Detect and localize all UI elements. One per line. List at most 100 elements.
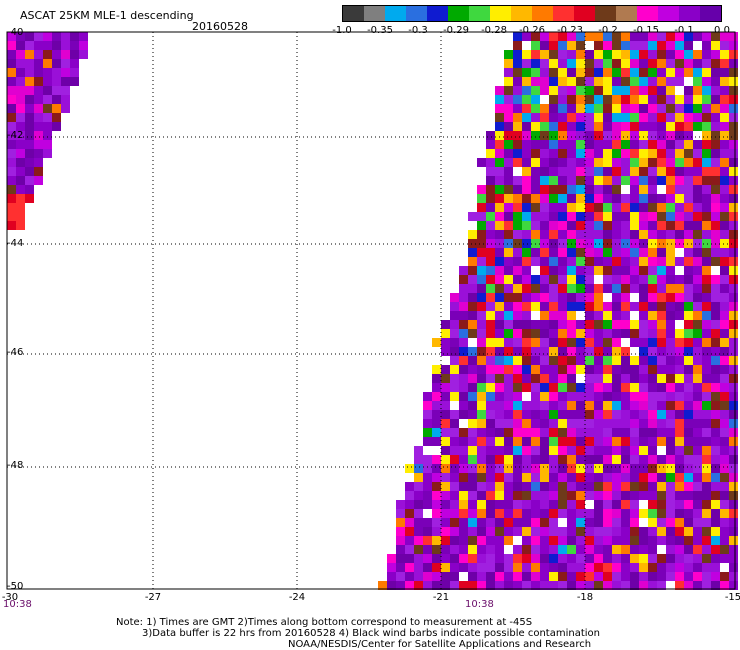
wind-cell: [486, 536, 495, 545]
wind-cell: [16, 140, 25, 149]
wind-cell: [711, 167, 720, 176]
wind-cell: [504, 77, 513, 86]
wind-cell: [477, 302, 486, 311]
wind-cell: [477, 347, 486, 356]
wind-cell: [675, 95, 684, 104]
wind-cell: [621, 32, 630, 41]
wind-cell: [693, 77, 702, 86]
wind-cell: [495, 482, 504, 491]
wind-cell: [576, 464, 585, 473]
wind-cell: [693, 563, 702, 572]
wind-cell: [531, 347, 540, 356]
wind-cell: [540, 383, 549, 392]
wind-cell: [25, 68, 34, 77]
wind-cell: [720, 428, 729, 437]
wind-cell: [684, 392, 693, 401]
wind-cell: [558, 365, 567, 374]
wind-cell: [693, 401, 702, 410]
wind-cell: [549, 347, 558, 356]
wind-cell: [585, 536, 594, 545]
wind-cell: [684, 455, 693, 464]
wind-cell: [729, 410, 738, 419]
wind-cell: [567, 41, 576, 50]
wind-cell: [657, 437, 666, 446]
wind-cell: [576, 491, 585, 500]
wind-cell: [576, 338, 585, 347]
wind-cell: [693, 293, 702, 302]
wind-cell: [612, 275, 621, 284]
colorbar-label: -0.2: [598, 25, 618, 36]
colorbar-label: -0.23: [557, 25, 583, 36]
wind-cell: [522, 230, 531, 239]
wind-cell: [513, 284, 522, 293]
wind-cell: [567, 266, 576, 275]
wind-cell: [441, 527, 450, 536]
wind-cell: [540, 59, 549, 68]
wind-cell: [693, 383, 702, 392]
wind-cell: [594, 131, 603, 140]
wind-cell: [648, 482, 657, 491]
wind-cell: [639, 455, 648, 464]
colorbar-swatch: [469, 6, 490, 21]
wind-cell: [711, 392, 720, 401]
wind-cell: [567, 356, 576, 365]
wind-cell: [702, 194, 711, 203]
wind-cell: [684, 554, 693, 563]
wind-cell: [639, 311, 648, 320]
wind-cell: [621, 536, 630, 545]
wind-cell: [630, 140, 639, 149]
wind-cell: [666, 473, 675, 482]
wind-cell: [585, 86, 594, 95]
wind-cell: [675, 410, 684, 419]
wind-cell: [594, 122, 603, 131]
wind-cell: [432, 554, 441, 563]
wind-cell: [675, 446, 684, 455]
wind-cell: [720, 491, 729, 500]
wind-cell: [378, 581, 387, 590]
wind-cell: [576, 95, 585, 104]
wind-cell: [25, 95, 34, 104]
wind-cell: [666, 32, 675, 41]
wind-cell: [513, 437, 522, 446]
wind-cell: [666, 545, 675, 554]
wind-cell: [711, 59, 720, 68]
wind-cell: [639, 446, 648, 455]
wind-cell: [540, 167, 549, 176]
wind-cell: [7, 176, 16, 185]
colorbar-label: -0.29: [443, 25, 469, 36]
wind-cell: [423, 491, 432, 500]
wind-cell: [423, 473, 432, 482]
wind-cell: [522, 185, 531, 194]
wind-cell: [621, 473, 630, 482]
wind-cell: [729, 554, 738, 563]
wind-cell: [459, 437, 468, 446]
wind-cell: [495, 392, 504, 401]
wind-cell: [513, 563, 522, 572]
wind-cell: [549, 383, 558, 392]
wind-cell: [504, 185, 513, 194]
wind-cell: [729, 68, 738, 77]
wind-cell: [495, 95, 504, 104]
wind-cell: [702, 437, 711, 446]
wind-cell: [639, 338, 648, 347]
wind-cell: [522, 68, 531, 77]
wind-cell: [468, 284, 477, 293]
wind-cell: [729, 473, 738, 482]
wind-cell: [720, 365, 729, 374]
wind-cell: [675, 104, 684, 113]
wind-cell: [504, 68, 513, 77]
wind-cell: [729, 311, 738, 320]
wind-cell: [567, 221, 576, 230]
wind-cell: [693, 122, 702, 131]
wind-cell: [639, 293, 648, 302]
wind-cell: [513, 473, 522, 482]
wind-cell: [486, 203, 495, 212]
wind-cell: [711, 113, 720, 122]
wind-cell: [495, 383, 504, 392]
wind-cell: [585, 131, 594, 140]
wind-cell: [639, 572, 648, 581]
wind-cell: [450, 500, 459, 509]
wind-cell: [630, 410, 639, 419]
wind-cell: [720, 572, 729, 581]
wind-cell: [79, 32, 88, 41]
